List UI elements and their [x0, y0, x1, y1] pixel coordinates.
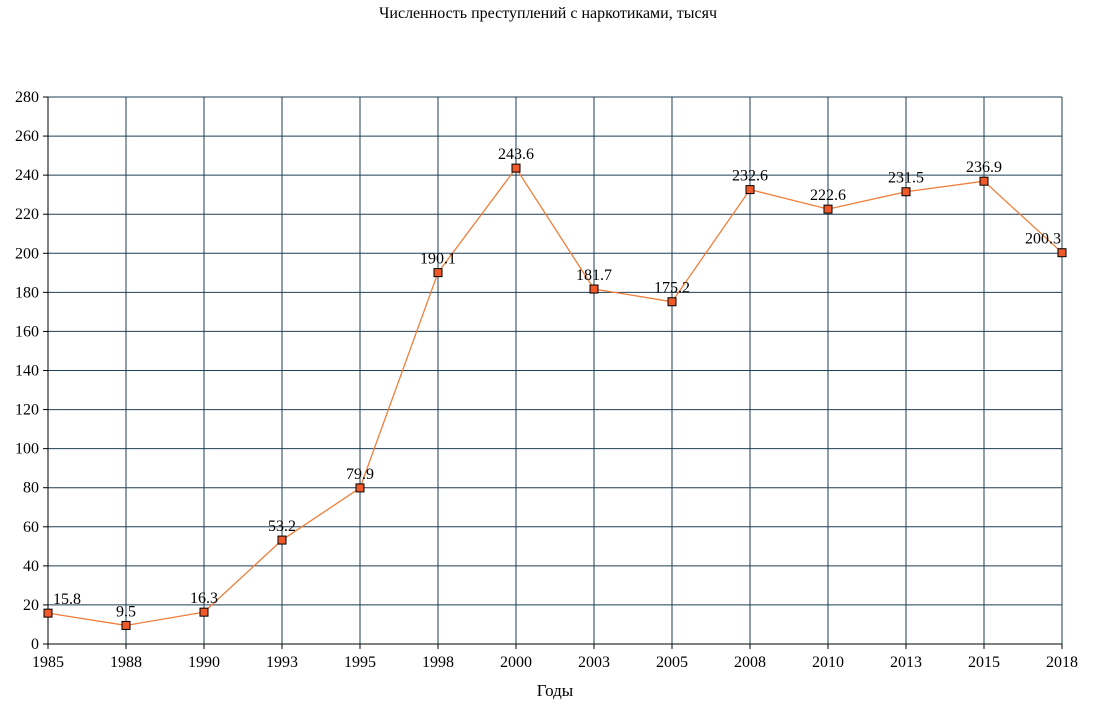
data-label: 9.5 [116, 603, 136, 620]
x-tick-label: 1995 [344, 654, 376, 671]
data-label: 200.3 [1025, 231, 1061, 248]
data-point-marker [667, 297, 677, 307]
y-tick-label: 260 [15, 128, 39, 145]
series-line [47, 166, 1063, 627]
series-line-group [43, 163, 1067, 630]
data-point-marker [745, 185, 755, 195]
x-tick-label: 2000 [500, 654, 532, 671]
y-tick-label: 0 [31, 636, 39, 653]
y-tick-label: 140 [15, 363, 39, 380]
y-tick-label: 280 [15, 89, 39, 106]
y-axis-ticks: 0 20 40 60 80 100 120 140 160 180 200 220 240 260 280 [15, 89, 48, 653]
data-point-marker [43, 608, 53, 618]
y-tick-label: 100 [15, 441, 39, 458]
x-tick-label: 2003 [578, 654, 610, 671]
x-tick-label: 2015 [968, 654, 1000, 671]
x-tick-label: 1990 [188, 654, 220, 671]
x-tick-label: 2013 [890, 654, 922, 671]
y-tick-label: 240 [15, 167, 39, 184]
grid-lines [47, 96, 1063, 645]
data-label: 175.2 [654, 280, 690, 297]
x-tick-label: 1985 [32, 654, 64, 671]
data-label: 231.5 [888, 170, 924, 187]
data-label: 15.8 [53, 591, 81, 608]
data-point-marker [589, 284, 599, 294]
data-point-marker [1057, 248, 1067, 258]
data-point-marker [433, 268, 443, 278]
data-point-marker [979, 176, 989, 186]
x-tick-label: 1998 [422, 654, 454, 671]
data-label: 181.7 [576, 267, 612, 284]
data-point-marker [277, 535, 287, 545]
data-label: 16.3 [190, 590, 218, 607]
x-tick-label: 2010 [812, 654, 844, 671]
data-labels: 15.8 9.5 16.3 53.2 79.9 190.1 243.6 181.7 175.2 2… [53, 146, 1061, 620]
data-label: 222.6 [810, 187, 846, 204]
data-point-marker [199, 607, 209, 617]
y-tick-label: 80 [23, 480, 39, 497]
chart-title: Численность преступлений с наркотиками, … [379, 5, 717, 22]
y-tick-label: 200 [15, 245, 39, 262]
data-label: 53.2 [268, 518, 296, 535]
data-point-marker [511, 163, 521, 173]
x-tick-label: 2008 [734, 654, 766, 671]
y-tick-label: 20 [23, 597, 39, 614]
x-tick-label: 1988 [110, 654, 142, 671]
y-tick-label: 220 [15, 206, 39, 223]
data-label: 232.6 [732, 168, 768, 185]
data-label: 243.6 [498, 146, 534, 163]
data-label: 190.1 [420, 251, 456, 268]
x-tick-label: 2018 [1046, 654, 1078, 671]
data-point-marker [823, 204, 833, 214]
y-tick-label: 40 [23, 558, 39, 575]
data-label: 79.9 [346, 466, 374, 483]
x-tick-label: 1993 [266, 654, 298, 671]
y-tick-label: 60 [23, 519, 39, 536]
x-axis-ticks: 1985 1988 1990 1993 1995 1998 2000 2003 2005 2008… [32, 644, 1078, 671]
y-tick-label: 160 [15, 323, 39, 340]
y-tick-label: 120 [15, 402, 39, 419]
data-label: 236.9 [966, 159, 1002, 176]
data-point-marker [355, 483, 365, 493]
x-tick-label: 2005 [656, 654, 688, 671]
data-point-marker [901, 187, 911, 197]
y-tick-label: 180 [15, 284, 39, 301]
data-point-marker [121, 620, 131, 630]
x-axis-label: Годы [537, 681, 574, 700]
